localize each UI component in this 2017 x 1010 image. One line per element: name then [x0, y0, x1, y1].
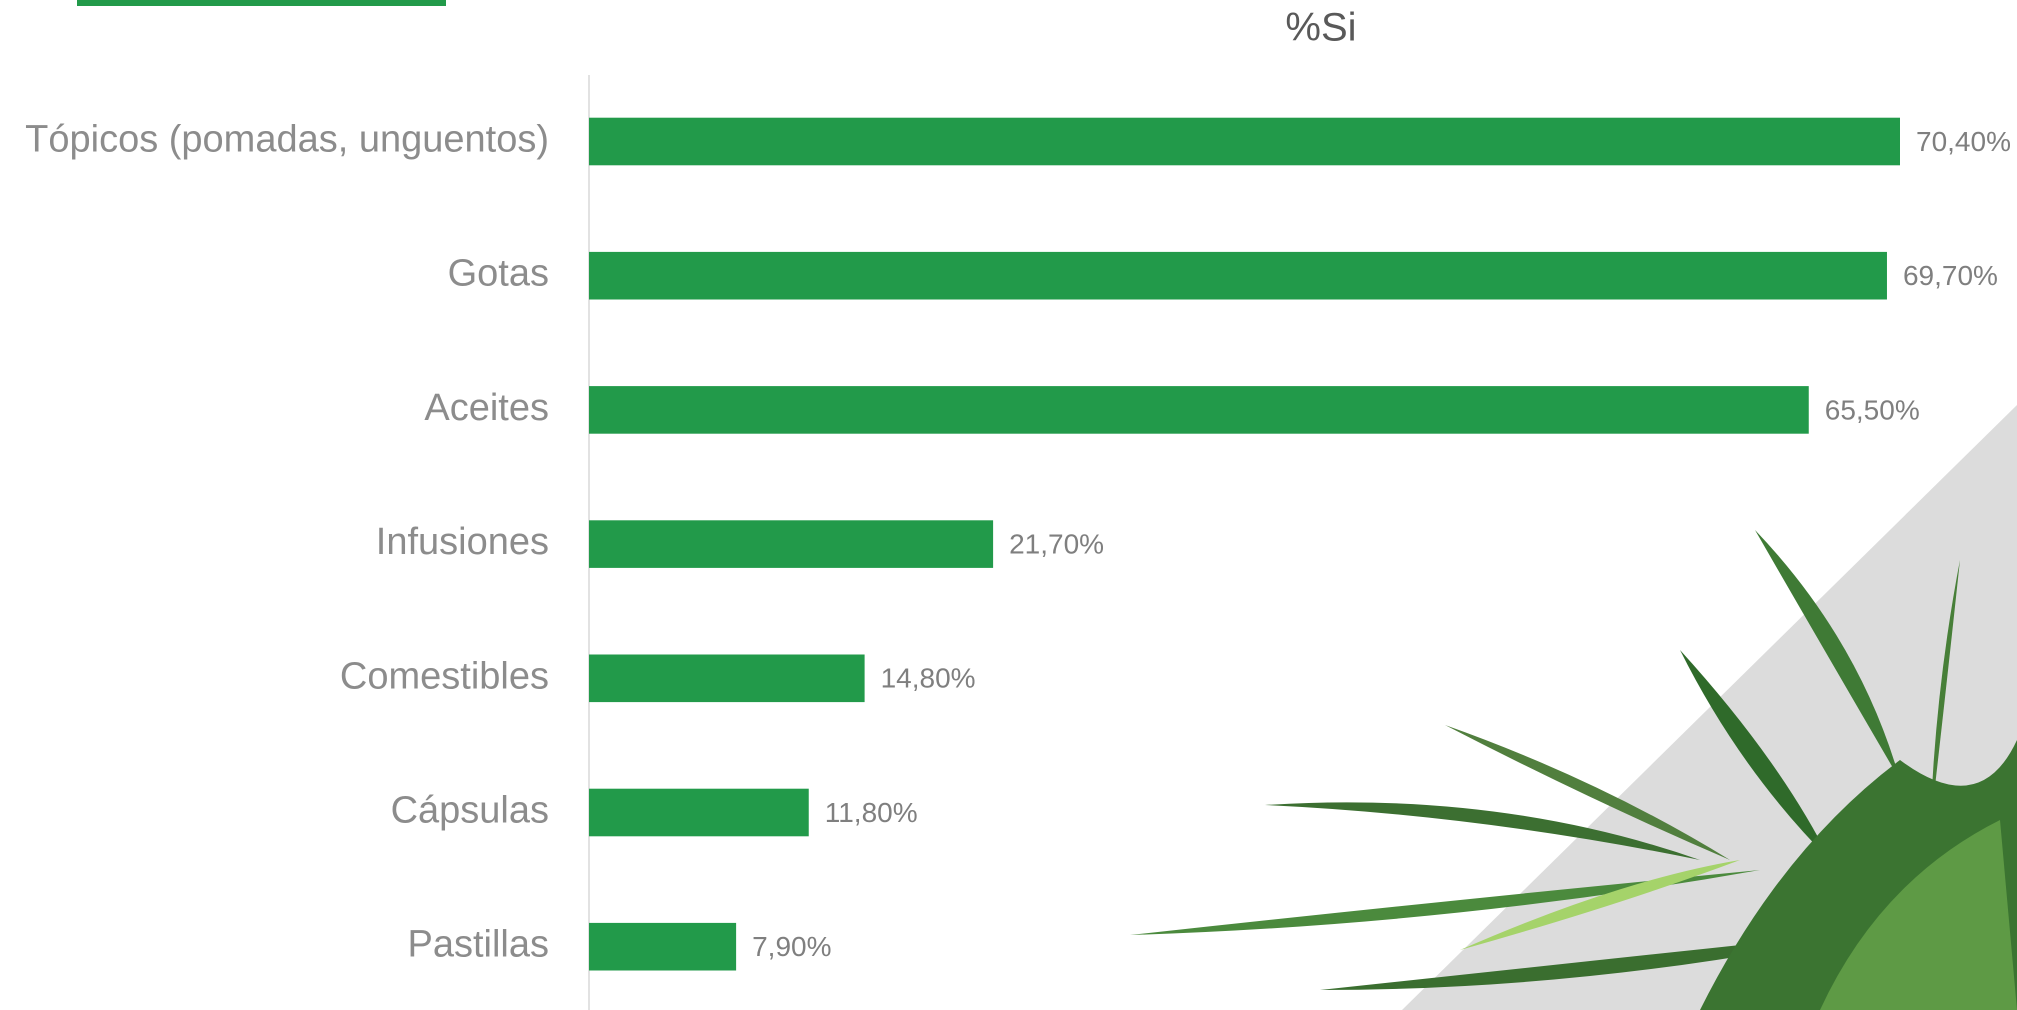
category-label: Gotas: [448, 253, 549, 295]
value-label: 65,50%: [1825, 394, 1920, 425]
value-label: 21,70%: [1009, 528, 1104, 559]
bar: [589, 386, 1809, 434]
value-label: 11,80%: [825, 797, 918, 828]
value-label: 70,40%: [1916, 126, 2011, 157]
category-label: Pastillas: [408, 924, 550, 966]
decor-bar: [77, 0, 446, 6]
category-label: Comestibles: [340, 655, 549, 697]
category-label: Aceites: [424, 387, 549, 429]
bar: [589, 788, 809, 837]
category-label: Tópicos (pomadas, unguentos): [25, 119, 549, 161]
bar: [589, 251, 1887, 300]
plant-decor: [1130, 530, 2017, 1010]
category-label: Cápsulas: [391, 790, 549, 832]
bar: [589, 922, 737, 971]
chart-title: %Si: [1285, 6, 1356, 50]
bar: [589, 117, 1900, 166]
value-label: 14,80%: [881, 663, 976, 694]
value-label: 7,90%: [752, 931, 831, 962]
bar: [589, 520, 994, 568]
category-label: Infusiones: [376, 521, 549, 563]
value-label: 69,70%: [1903, 260, 1998, 291]
bar: [589, 654, 865, 703]
